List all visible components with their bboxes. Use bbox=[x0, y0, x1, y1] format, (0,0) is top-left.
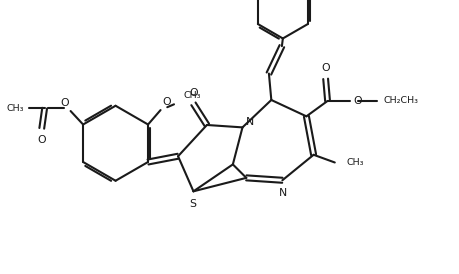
Text: N: N bbox=[279, 188, 287, 198]
Text: O: O bbox=[38, 135, 46, 145]
Text: O: O bbox=[61, 98, 69, 108]
Text: O: O bbox=[162, 97, 171, 107]
Text: CH₃: CH₃ bbox=[347, 158, 364, 167]
Text: O: O bbox=[189, 88, 198, 98]
Text: CH₂CH₃: CH₂CH₃ bbox=[383, 96, 418, 105]
Text: N: N bbox=[246, 117, 255, 127]
Text: O: O bbox=[321, 62, 330, 73]
Text: O: O bbox=[353, 96, 362, 106]
Text: S: S bbox=[189, 199, 196, 209]
Text: CH₃: CH₃ bbox=[184, 92, 201, 101]
Text: CH₃: CH₃ bbox=[7, 104, 24, 113]
